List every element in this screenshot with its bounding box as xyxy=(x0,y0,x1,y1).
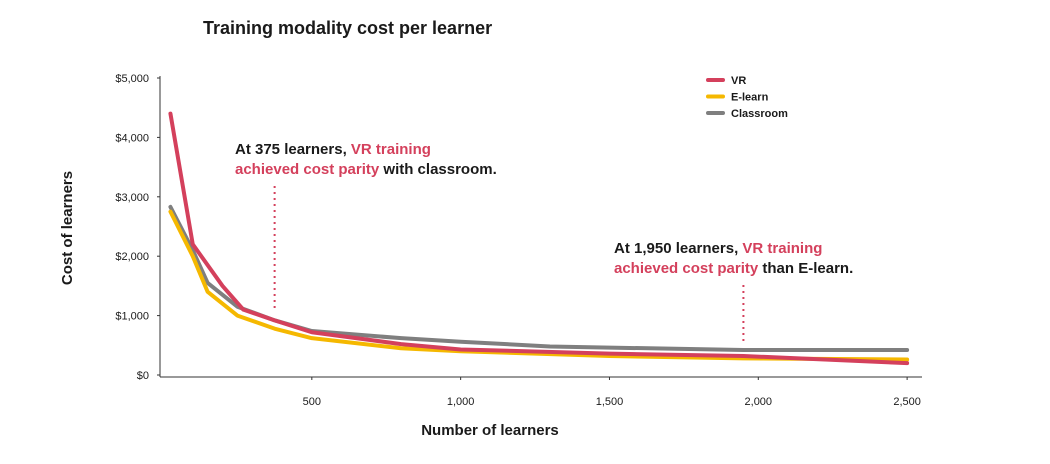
annotation: At 375 learners, VR training xyxy=(235,141,431,158)
annotation-text: At 375 learners, xyxy=(235,141,351,158)
x-tick-label: 500 xyxy=(303,396,321,408)
y-axis-label: Cost of learners xyxy=(59,171,76,285)
annotation-text: VR training xyxy=(351,141,431,158)
annotation: At 1,950 learners, VR training xyxy=(614,240,822,257)
annotation: achieved cost parity with classroom. xyxy=(235,161,497,178)
legend-label: E-learn xyxy=(731,92,769,104)
x-tick-label: 1,500 xyxy=(596,396,624,408)
y-tick-label: $3,000 xyxy=(115,192,149,204)
x-tick-label: 2,500 xyxy=(893,396,921,408)
annotation-text: VR training xyxy=(742,240,822,257)
legend-label: VR xyxy=(731,75,746,87)
y-tick-label: $1,000 xyxy=(115,311,149,323)
annotation: achieved cost parity than E-learn. xyxy=(614,260,853,277)
annotation-text: At 1,950 learners, xyxy=(614,240,742,257)
y-tick-label: $4,000 xyxy=(115,132,149,144)
series-line xyxy=(168,111,910,366)
x-tick-label: 1,000 xyxy=(447,396,475,408)
y-tick-label: $5,000 xyxy=(115,73,149,85)
legend-label: Classroom xyxy=(731,108,788,120)
annotation-text: than E-learn. xyxy=(758,260,853,277)
annotation-text: achieved cost parity xyxy=(235,161,380,178)
annotation-text: achieved cost parity xyxy=(614,260,759,277)
x-tick-label: 2,000 xyxy=(745,396,773,408)
y-tick-label: $2,000 xyxy=(115,251,149,263)
x-axis-label: Number of learners xyxy=(421,422,559,439)
annotation-text: with classroom. xyxy=(379,161,497,178)
series-line xyxy=(168,209,910,362)
y-tick-label: $0 xyxy=(137,370,149,382)
chart-title: Training modality cost per learner xyxy=(203,18,492,38)
